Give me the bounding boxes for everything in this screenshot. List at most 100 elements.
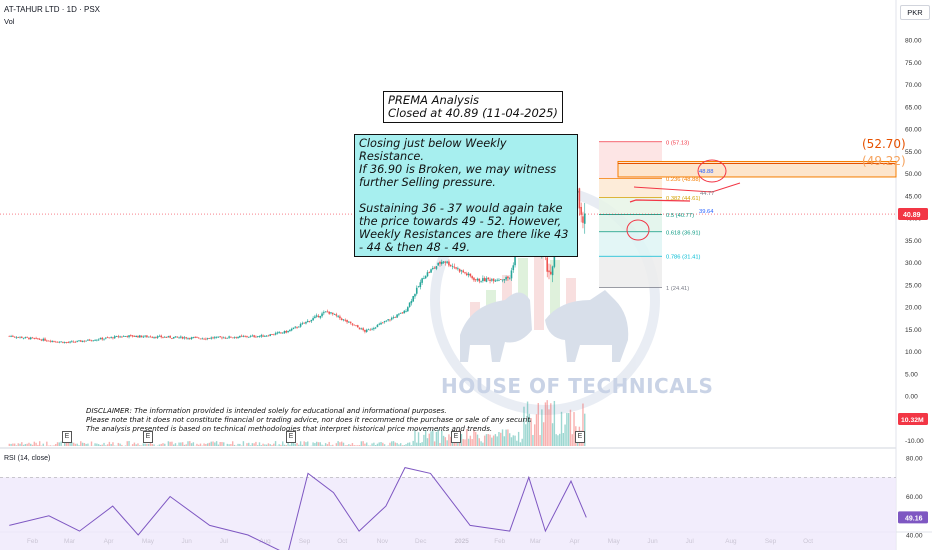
volume-bar — [26, 443, 28, 446]
volume-bar — [487, 434, 489, 446]
candle-body — [498, 279, 500, 281]
volume-bar — [228, 444, 230, 446]
volume-bar — [131, 444, 134, 446]
volume-bar — [335, 443, 338, 446]
volume-bar — [312, 442, 314, 446]
candle-body — [222, 337, 225, 339]
volume-bar — [262, 443, 264, 446]
currency-button[interactable]: PKR — [900, 5, 930, 20]
candle-body — [8, 335, 11, 337]
candle-body — [172, 336, 175, 339]
candle-body — [340, 318, 343, 321]
volume-bar — [196, 443, 198, 446]
volume-bar — [307, 441, 309, 446]
volume-bar — [221, 441, 223, 446]
candle-body — [480, 281, 482, 283]
volume-bar — [430, 431, 432, 446]
candle-body — [387, 319, 389, 321]
candle-body — [494, 280, 497, 282]
volume-bar — [38, 441, 41, 446]
candle-body — [458, 268, 461, 272]
candle-body — [149, 336, 152, 338]
volume-bar — [410, 445, 413, 446]
volume-bar — [501, 429, 504, 446]
volume-bar — [342, 442, 345, 446]
candle-body — [105, 337, 107, 339]
candle-body — [33, 338, 36, 339]
candle-body — [310, 319, 313, 322]
volume-bar — [137, 443, 139, 446]
candle-body — [499, 279, 502, 280]
candle-body — [415, 287, 418, 294]
candle-body — [246, 336, 248, 337]
y-tick-label: 45.00 — [905, 193, 922, 200]
volume-bar — [248, 442, 250, 446]
volume-bar — [408, 442, 411, 446]
y-tick-label: 75.00 — [905, 60, 922, 67]
fib-level-label: 0.5 (40.77) — [666, 213, 694, 219]
volume-bar — [534, 424, 536, 446]
earnings-icon[interactable]: E — [575, 431, 585, 443]
candle-body — [335, 314, 338, 316]
candle-body — [315, 315, 318, 317]
candle-body — [485, 278, 488, 282]
volume-bar — [198, 444, 200, 446]
volume-bar — [24, 443, 27, 446]
volume-bar — [346, 445, 348, 446]
candle-body — [153, 337, 155, 338]
rsi-tick-label: 80.00 — [906, 456, 923, 463]
candle-body — [428, 272, 431, 274]
volume-bar — [140, 445, 143, 446]
volume-bar — [46, 441, 48, 446]
candle-body — [469, 273, 472, 277]
volume-bar — [282, 441, 284, 446]
earnings-icon[interactable]: E — [451, 431, 461, 443]
candle-body — [54, 341, 57, 343]
candle-body — [97, 339, 100, 341]
volume-bar — [364, 443, 366, 446]
candle-body — [26, 336, 28, 338]
y-tick-label: 80.00 — [905, 38, 922, 45]
volume-bar — [394, 442, 397, 446]
volume-bar — [337, 441, 339, 446]
y-tick-label: 55.00 — [905, 149, 922, 156]
volume-bar — [164, 443, 166, 446]
volume-bar — [53, 445, 55, 446]
candle-body — [491, 279, 493, 281]
volume-bar — [387, 445, 389, 446]
volume-bar — [206, 443, 209, 446]
candle-body — [212, 337, 214, 339]
volume-bar — [180, 442, 182, 446]
candle-body — [285, 331, 288, 333]
candle-body — [205, 338, 207, 340]
volume-bar — [71, 441, 73, 446]
candle-body — [44, 338, 46, 341]
volume-bar — [289, 444, 291, 446]
volume-bar — [573, 412, 575, 446]
candle-body — [272, 334, 275, 336]
earnings-icon[interactable]: E — [286, 431, 296, 443]
volume-bar — [455, 440, 457, 446]
candle-body — [326, 311, 329, 313]
earnings-icon[interactable]: E — [62, 431, 72, 443]
candle-body — [201, 338, 204, 340]
volume-bar — [15, 445, 18, 446]
candle-body — [158, 335, 161, 337]
candle-body — [439, 261, 441, 264]
candle-body — [217, 336, 220, 338]
volume-bar — [210, 441, 212, 446]
y-tick-label: 25.00 — [905, 282, 922, 289]
volume-bar — [498, 431, 500, 446]
candle-body — [176, 336, 179, 338]
volume-bar — [532, 434, 534, 446]
volume-bar — [446, 440, 448, 446]
earnings-icon[interactable]: E — [143, 431, 153, 443]
candle-body — [373, 328, 375, 330]
candle-body — [369, 329, 372, 331]
candle-body — [69, 341, 71, 343]
volume-bar — [344, 445, 346, 446]
candle-body — [276, 332, 279, 334]
candle-body — [249, 335, 252, 337]
candle-body — [194, 337, 196, 338]
